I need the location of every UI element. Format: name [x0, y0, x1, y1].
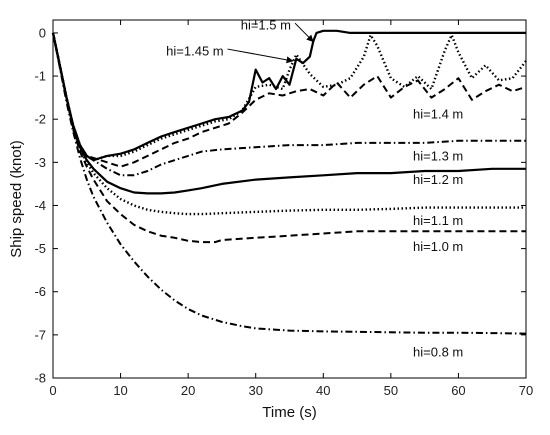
- plot-area-frame: [52, 19, 527, 379]
- y-axis-ticks: 0 -1 -2 -3 -4 -5 -6 -7 -8: [34, 25, 526, 386]
- x-tick-label: 20: [181, 383, 195, 398]
- y-axis-title: Ship speed (knot): [8, 140, 25, 258]
- series-layer: [51, 29, 527, 335]
- y-tick-label: -8: [34, 371, 46, 386]
- x-tick-label: 10: [113, 383, 127, 398]
- y-tick-label: 0: [39, 25, 46, 40]
- x-axis-ticks: 0 10 20 30 40 50 60 70: [49, 20, 533, 398]
- series-hi-1-45-m: [51, 32, 527, 162]
- annotation-hi-1-3-m: hi=1.3 m: [413, 148, 463, 163]
- annotation-hi-1-0-m: hi=1.0 m: [413, 239, 463, 254]
- series-hi-1-3-m: [52, 32, 526, 177]
- annotation-hi-1-2-m: hi=1.2 m: [413, 172, 463, 187]
- annotation-hi-1-45-m: hi=1.45 m: [166, 44, 223, 59]
- y-tick-label: -6: [34, 284, 46, 299]
- series-hi-1-4-m: [52, 32, 527, 168]
- annotation-arrow-hi-1-5-m: [294, 22, 314, 43]
- x-tick-label: 30: [248, 383, 262, 398]
- y-tick-label: -1: [34, 69, 46, 84]
- x-tick-label: 40: [316, 383, 330, 398]
- annotation-hi-1-4-m: hi=1.4 m: [413, 107, 463, 122]
- series-hi-1-1-m: [51, 32, 526, 216]
- y-tick-label: -3: [34, 155, 46, 170]
- x-tick-label: 0: [49, 383, 56, 398]
- annotation-layer: hi=1.5 m hi=1.45 m hi=1.4 m hi=1.3 m hi=1.2 …: [166, 18, 463, 360]
- y-tick-label: -2: [34, 112, 46, 127]
- x-tick-label: 50: [384, 383, 398, 398]
- x-tick-label: 60: [451, 383, 465, 398]
- y-tick-label: -7: [34, 327, 46, 342]
- series-hi-0-8-m: [52, 32, 527, 335]
- annotation-hi-1-5-m: hi=1.5 m: [241, 18, 291, 33]
- x-axis-title: Time (s): [262, 404, 316, 421]
- series-hi-1-5-m: [51, 29, 526, 162]
- x-tick-label: 70: [519, 383, 533, 398]
- annotation-hi-0-8-m: hi=0.8 m: [413, 345, 463, 360]
- annotation-arrow-hi-1-45-m: [227, 48, 294, 64]
- y-tick-label: -5: [34, 241, 46, 256]
- y-tick-label: -4: [34, 198, 46, 213]
- annotation-hi-1-1-m: hi=1.1 m: [413, 213, 463, 228]
- series-hi-1-0-m: [52, 32, 526, 244]
